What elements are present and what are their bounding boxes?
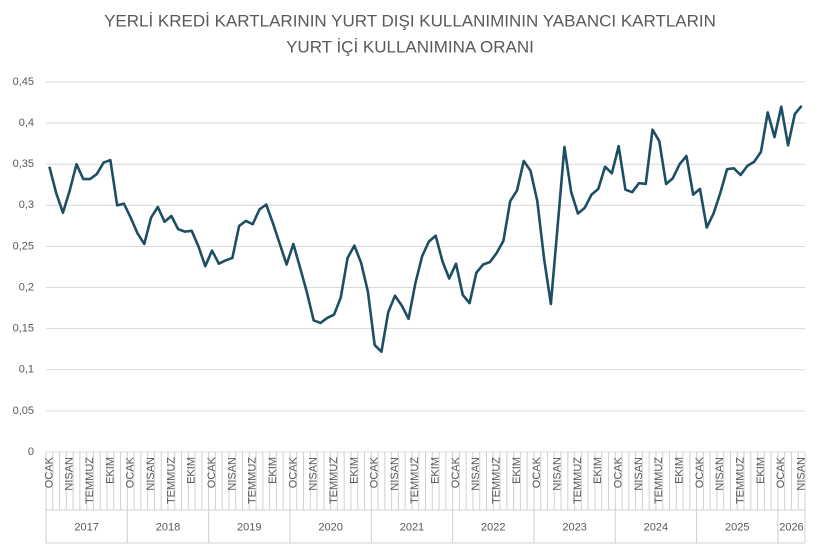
x-tick-label: TEMMUZ [247,457,259,504]
y-tick-label: 0,15 [13,323,34,335]
y-tick-label: 0,45 [13,76,34,88]
x-tick-label: EKIM [267,457,279,484]
y-tick-label: 0,05 [13,405,34,417]
x-tick-label: NISAN [633,457,645,491]
x-tick-label: NISAN [714,457,726,491]
x-tick-label: EKIM [104,457,116,484]
x-tick-label: NISAN [145,457,157,491]
year-label: 2019 [237,521,261,533]
y-tick-label: 0,35 [13,158,34,170]
y-tick-label: 0,2 [19,281,34,293]
x-tick-label: OCAK [613,456,625,488]
x-tick-label: EKIM [511,457,523,484]
x-tick-label: OCAK [206,456,218,488]
x-tick-label: NISAN [308,457,320,491]
x-tick-label: OCAK [531,456,543,488]
year-label: 2025 [725,521,749,533]
year-label: 2020 [318,521,342,533]
chart-title: YERLİ KREDİ KARTLARININ YURT DIŞI KULLAN… [104,11,716,30]
year-label: 2017 [74,521,98,533]
x-tick-label: OCAK [369,456,381,488]
data-line [48,105,803,353]
y-tick-label: 0,1 [19,364,34,376]
x-tick-label: EKIM [430,457,442,484]
x-tick-label: TEMMUZ [165,457,177,504]
x-tick-label: TEMMUZ [409,457,421,504]
x-tick-label: EKIM [186,457,198,484]
year-label: 2023 [562,521,586,533]
x-tick-label: TEMMUZ [572,457,584,504]
x-tick-label: NISAN [226,457,238,491]
x-tick-label: OCAK [287,456,299,488]
x-tick-label: EKIM [348,457,360,484]
x-tick-label: OCAK [775,456,787,488]
x-tick-label: TEMMUZ [328,457,340,504]
year-label: 2021 [400,521,424,533]
x-tick-label: NISAN [64,457,76,491]
x-tick-label: NISAN [796,457,808,491]
x-tick-label: TEMMUZ [653,457,665,504]
chart-title: YURT İÇİ KULLANIMINA ORANI [286,37,534,56]
x-tick-label: NISAN [470,457,482,491]
x-tick-label: NISAN [552,457,564,491]
x-tick-label: OCAK [43,456,55,488]
x-tick-label: EKIM [674,457,686,484]
x-tick-label: OCAK [125,456,137,488]
x-tick-label: EKIM [592,457,604,484]
x-tick-label: TEMMUZ [735,457,747,504]
y-tick-label: 0 [28,446,34,458]
x-tick-label: TEMMUZ [491,457,503,504]
y-tick-label: 0,3 [19,199,34,211]
year-label: 2022 [481,521,505,533]
year-label: 2018 [156,521,180,533]
x-tick-label: EKIM [755,457,767,484]
y-tick-label: 0,25 [13,240,34,252]
x-tick-label: OCAK [450,456,462,488]
x-tick-label: NISAN [389,457,401,491]
x-tick-label: TEMMUZ [84,457,96,504]
year-label: 2026 [779,521,803,533]
year-label: 2024 [644,521,668,533]
y-tick-label: 0,4 [19,117,34,129]
x-tick-label: OCAK [694,456,706,488]
